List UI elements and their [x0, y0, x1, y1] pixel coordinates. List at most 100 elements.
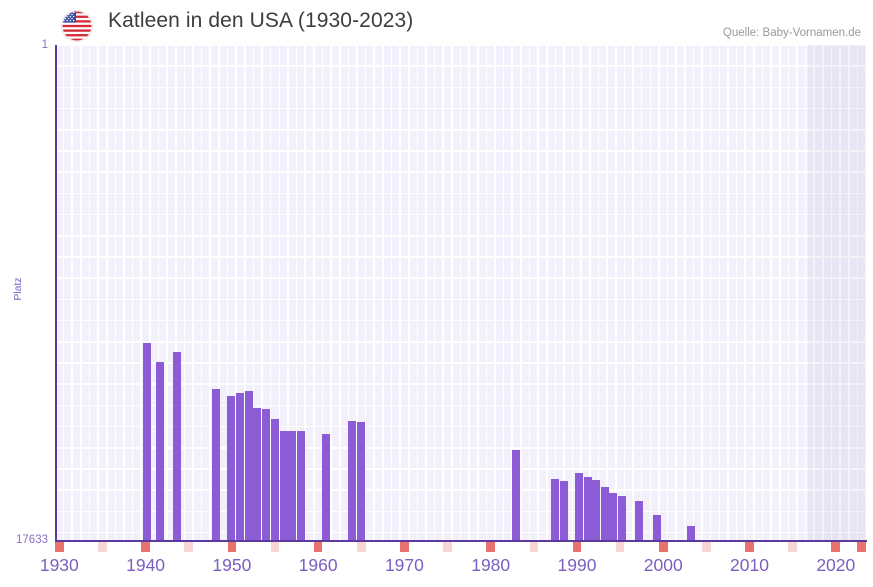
y-axis-line	[55, 45, 57, 542]
bar-1991[interactable]	[551, 479, 559, 541]
bar-1954[interactable]	[262, 409, 270, 541]
gridline-vertical	[166, 45, 168, 541]
gridline-vertical	[235, 45, 237, 541]
gridline-vertical	[62, 45, 65, 541]
gridline-vertical	[847, 45, 850, 541]
source-attribution: Quelle: Baby-Vornamen.de	[722, 27, 861, 39]
bar-1993[interactable]	[575, 473, 583, 541]
bar-1997[interactable]	[609, 493, 617, 541]
gridline-vertical	[200, 45, 203, 541]
x-tick-1955	[270, 542, 280, 552]
gridline-horizontal	[55, 447, 866, 449]
bar-1992[interactable]	[560, 481, 568, 541]
gridline-vertical	[701, 45, 703, 541]
gridline-vertical	[804, 45, 807, 541]
gridline-horizontal	[55, 45, 866, 46]
us-flag-icon	[62, 11, 92, 41]
gridline-vertical	[502, 45, 505, 541]
gridline-vertical	[269, 45, 272, 541]
bar-1941[interactable]	[156, 362, 164, 541]
bar-1952[interactable]	[245, 391, 253, 541]
gridline-vertical	[813, 45, 816, 541]
gridline-horizontal	[55, 425, 866, 428]
bar-2001[interactable]	[635, 501, 643, 541]
bar-1958[interactable]	[297, 431, 305, 541]
bar-1950[interactable]	[227, 396, 235, 541]
bar-2003[interactable]	[653, 515, 661, 541]
x-tick-2015	[788, 542, 797, 552]
x-tick-1975	[443, 542, 452, 552]
gridline-horizontal	[55, 468, 866, 470]
bar-1957[interactable]	[288, 431, 296, 541]
x-tick-1940	[141, 542, 150, 552]
gridline-vertical	[640, 45, 643, 541]
gridline-vertical	[226, 45, 229, 541]
x-axis-label-1940: 1940	[126, 555, 166, 575]
gridline-vertical	[364, 45, 367, 541]
gridline-horizontal	[55, 404, 866, 407]
gridline-vertical	[425, 45, 427, 541]
gridline-vertical	[684, 45, 686, 541]
gridline-vertical	[261, 45, 263, 541]
gridline-vertical	[787, 45, 790, 541]
gridline-vertical	[735, 45, 738, 541]
gridline-vertical	[675, 45, 677, 541]
bar-1985[interactable]	[512, 450, 520, 541]
bar-1940[interactable]	[143, 343, 151, 541]
gridline-horizontal	[55, 150, 866, 152]
gridline-vertical	[244, 45, 246, 541]
bar-1956[interactable]	[280, 431, 288, 541]
x-axis-labels: 1930 1940 1950 1960 1970 1980 1990 2000 2010 2020	[0, 555, 873, 585]
bar-1951[interactable]	[236, 393, 244, 541]
x-axis-ticks	[55, 542, 867, 552]
gridline-vertical	[494, 45, 496, 541]
gridline-vertical	[140, 45, 143, 541]
gridline-vertical	[571, 45, 574, 541]
bar-1943[interactable]	[173, 352, 181, 541]
gridline-horizontal	[55, 277, 866, 279]
bar-1960[interactable]	[322, 434, 330, 541]
gridline-vertical	[476, 45, 479, 541]
gridline-vertical	[597, 45, 600, 541]
gridline-vertical	[528, 45, 531, 541]
bar-1999[interactable]	[618, 496, 626, 541]
bar-1994[interactable]	[584, 477, 592, 541]
x-axis-line	[55, 540, 867, 542]
bar-1955[interactable]	[271, 419, 279, 541]
gridline-vertical	[295, 45, 298, 541]
x-tick-1950	[227, 542, 237, 552]
gridline-vertical	[666, 45, 669, 541]
gridline-horizontal	[55, 319, 866, 322]
gridline-vertical	[589, 45, 591, 541]
gridline-vertical	[338, 45, 341, 541]
gridline-vertical	[796, 45, 798, 541]
gridline-horizontal	[55, 256, 866, 258]
bar-1948[interactable]	[212, 389, 220, 541]
x-tick-1990	[572, 542, 582, 552]
gridline-vertical	[485, 45, 488, 541]
bar-1995[interactable]	[592, 480, 600, 541]
bar-1966[interactable]	[357, 422, 365, 541]
gridline-vertical	[649, 45, 652, 541]
bar-1996[interactable]	[601, 487, 609, 541]
y-axis-label-bottom: 17633	[16, 534, 48, 546]
gridline-vertical	[632, 45, 634, 541]
gridline-vertical	[149, 45, 151, 541]
gridline-vertical	[390, 45, 393, 541]
bar-1965[interactable]	[348, 421, 356, 541]
bar-2007[interactable]	[687, 526, 695, 541]
gridline-vertical	[830, 45, 833, 541]
gridline-vertical	[209, 45, 212, 541]
x-tick-1980	[486, 542, 495, 552]
bar-1953[interactable]	[253, 408, 261, 541]
gridline-vertical	[287, 45, 289, 541]
x-axis-label-1930: 1930	[39, 555, 79, 575]
x-tick-1995	[615, 542, 625, 552]
gridline-vertical	[304, 45, 306, 541]
gridline-vertical	[382, 45, 384, 541]
gridline-vertical	[614, 45, 617, 541]
gridline-vertical	[545, 45, 548, 541]
gridline-horizontal	[55, 235, 866, 237]
gridline-vertical	[623, 45, 626, 541]
